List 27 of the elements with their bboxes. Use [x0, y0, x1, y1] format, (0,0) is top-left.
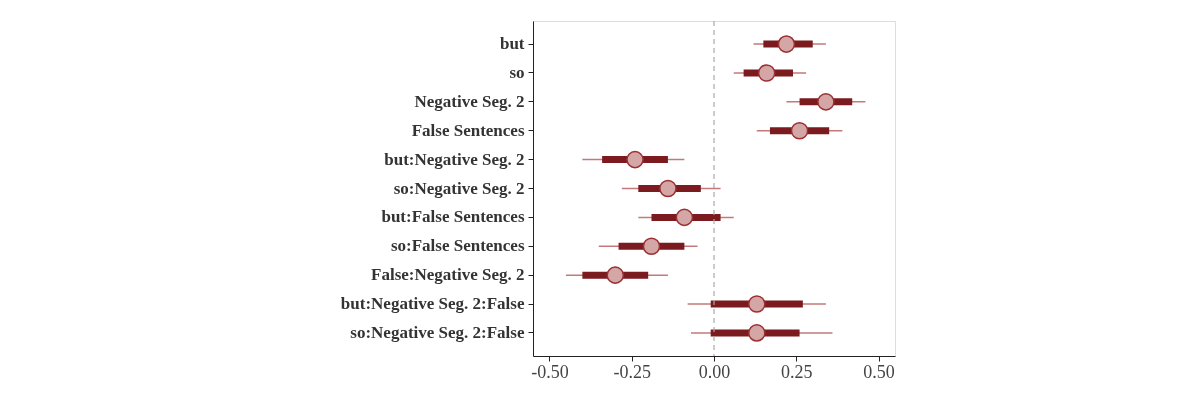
y-tick-label: so:Negative Seg. 2:False: [350, 322, 525, 342]
x-tick-label: -0.50: [531, 361, 569, 382]
x-tick-label: 0.00: [698, 361, 731, 382]
point: [757, 64, 776, 82]
x-tick-label: 0.25: [781, 361, 813, 382]
y-tick-label: so:Negative Seg. 2: [393, 178, 525, 198]
x-tick-label: 0.50: [863, 361, 895, 382]
y-tick-label: but:False Sentences: [381, 207, 525, 227]
point: [777, 35, 796, 53]
point: [675, 208, 694, 227]
y-tick-label: so: [509, 62, 525, 82]
point: [790, 121, 809, 140]
y-tick-label: but:Negative Seg. 2: [384, 149, 525, 169]
point: [747, 295, 766, 313]
point: [659, 179, 677, 198]
y-tick-label: but: [499, 34, 525, 54]
point: [747, 324, 766, 342]
y-tick-label: False Sentences: [411, 120, 525, 140]
point: [626, 150, 644, 169]
point: [817, 93, 835, 111]
y-tick-label: Negative Seg. 2: [414, 91, 525, 111]
y-tick-label: but:Negative Seg. 2:False: [340, 294, 525, 314]
point: [606, 266, 625, 284]
y-tick-label: so:False Sentences: [390, 236, 525, 256]
x-tick-label: -0.25: [613, 361, 651, 382]
y-tick-label: False:Negative Seg. 2: [371, 265, 525, 285]
point: [642, 237, 661, 256]
